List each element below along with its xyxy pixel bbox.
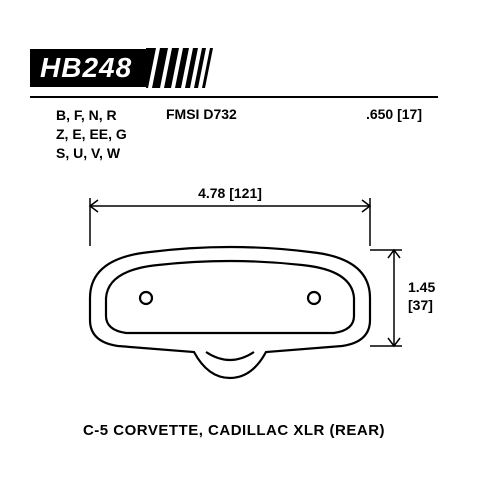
title-stripes-decoration — [146, 48, 216, 88]
thickness-spec: .650 [17] — [366, 106, 422, 122]
svg-text:[37]: [37] — [408, 297, 433, 313]
application-caption: C-5 CORVETTE, CADILLAC XLR (REAR) — [30, 422, 438, 439]
thickness-mm: 17 — [402, 106, 418, 122]
spec-sheet: HB248 B, F, N, R Z, E, EE, G S, U, V, W … — [30, 30, 470, 470]
svg-text:1.45: 1.45 — [408, 279, 435, 295]
compound-codes: B, F, N, R Z, E, EE, G S, U, V, W — [56, 106, 127, 163]
part-number-label: HB248 — [30, 49, 146, 87]
bracket-close: ] — [417, 106, 422, 122]
divider-line — [30, 96, 438, 98]
compound-line: S, U, V, W — [56, 144, 127, 163]
thickness-in: .650 — [366, 106, 393, 122]
pad-diagram: 4.78 [121] — [30, 180, 470, 410]
fmsi-code: FMSI D732 — [166, 106, 237, 122]
compound-line: B, F, N, R — [56, 106, 127, 125]
compound-line: Z, E, EE, G — [56, 125, 127, 144]
title-band: HB248 — [30, 48, 216, 88]
svg-text:4.78 [121]: 4.78 [121] — [198, 185, 262, 201]
